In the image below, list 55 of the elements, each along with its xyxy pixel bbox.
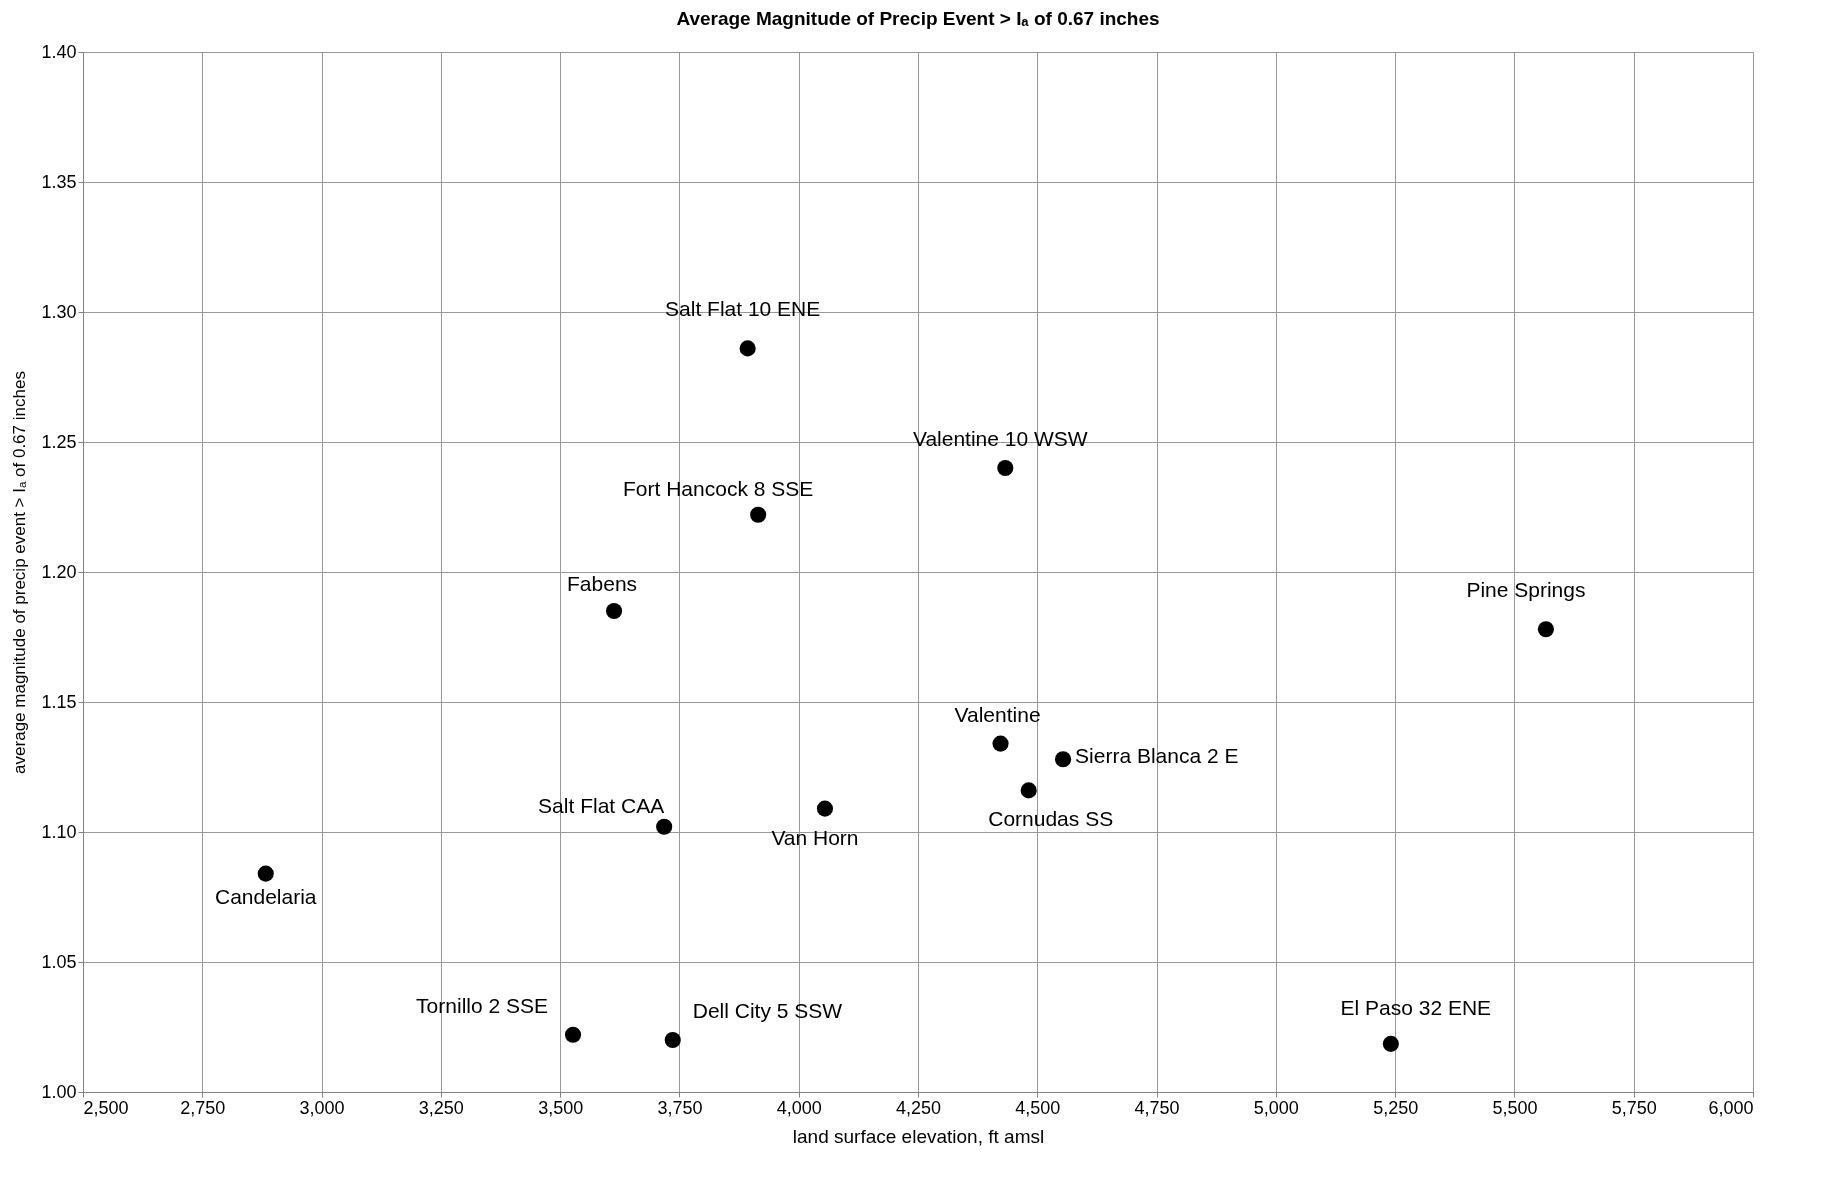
x-tick-label: 3,250 bbox=[418, 1097, 464, 1118]
annotation: Sierra Blanca 2 E bbox=[1075, 744, 1239, 768]
point bbox=[1054, 751, 1072, 768]
point bbox=[816, 800, 834, 817]
annotation: Dell City 5 SSW bbox=[692, 999, 843, 1022]
annotation: Van Horn bbox=[771, 825, 859, 849]
annotation: Pine Springs bbox=[1466, 578, 1586, 602]
y-tick-label: 1.00 bbox=[41, 1081, 77, 1102]
annotation: Valentine bbox=[954, 702, 1041, 726]
x-tick-label: 2,500 bbox=[83, 1097, 129, 1118]
x-tick-label: 2,750 bbox=[180, 1097, 226, 1118]
x-tick-label: 5,000 bbox=[1253, 1097, 1299, 1118]
point bbox=[739, 340, 756, 357]
x-tick-label: 5,750 bbox=[1611, 1097, 1657, 1118]
annotation: Candelaria bbox=[214, 884, 317, 908]
x-tick-label: 5,500 bbox=[1492, 1097, 1538, 1118]
y-tick-label: 1.25 bbox=[41, 431, 77, 452]
annotation: Fabens bbox=[567, 572, 638, 595]
point bbox=[992, 735, 1009, 752]
annotation: El Paso 32 ENE bbox=[1340, 995, 1492, 1019]
point bbox=[750, 506, 767, 523]
x-tick-label: 4,000 bbox=[776, 1097, 822, 1118]
point bbox=[257, 865, 274, 882]
point bbox=[564, 1026, 582, 1043]
point bbox=[664, 1031, 681, 1049]
y-tick-label: 1.05 bbox=[41, 951, 77, 972]
y-tick-label: 1.40 bbox=[41, 41, 77, 62]
point bbox=[656, 818, 673, 835]
x-tick-label: 5,250 bbox=[1373, 1097, 1419, 1118]
y-tick-label: 1.20 bbox=[41, 561, 77, 582]
point bbox=[997, 459, 1014, 477]
point bbox=[1382, 1035, 1399, 1052]
point bbox=[1537, 621, 1554, 638]
y-tick-label: 1.35 bbox=[41, 171, 77, 192]
x-axis-title: land surface elevation, ft amsl bbox=[792, 1125, 1045, 1147]
x-tick-label: 3,500 bbox=[538, 1097, 584, 1118]
y-axis-title: average magnitude of precip event > Iₐ of 0.67 inches bbox=[10, 371, 30, 774]
point bbox=[1020, 782, 1037, 799]
y-tick-label: 1.30 bbox=[41, 301, 77, 322]
point bbox=[606, 602, 623, 620]
annotation: Tornillo 2 SSE bbox=[416, 993, 549, 1017]
x-tick-label: 4,750 bbox=[1134, 1097, 1180, 1118]
y-tick-label: 1.10 bbox=[41, 821, 77, 842]
chart-title: Average Magnitude of Precip Event > Iₐ of 0.67 inches bbox=[676, 8, 1160, 29]
annotation: Valentine 10 WSW bbox=[912, 427, 1088, 450]
x-tick-label: 3,750 bbox=[657, 1097, 703, 1118]
x-tick-label: 4,500 bbox=[1015, 1097, 1061, 1118]
annotation: Salt Flat 10 ENE bbox=[665, 297, 821, 321]
annotation: Fort Hancock 8 SSE bbox=[623, 476, 814, 500]
x-tick-label: 4,250 bbox=[895, 1097, 942, 1118]
y-tick-label: 1.15 bbox=[41, 691, 77, 712]
x-tick-label: 6,000 bbox=[1708, 1097, 1754, 1118]
annotation: Cornudas SS bbox=[988, 807, 1114, 831]
annotation: Salt Flat CAA bbox=[538, 793, 665, 817]
x-tick-label: 3,000 bbox=[299, 1097, 345, 1118]
